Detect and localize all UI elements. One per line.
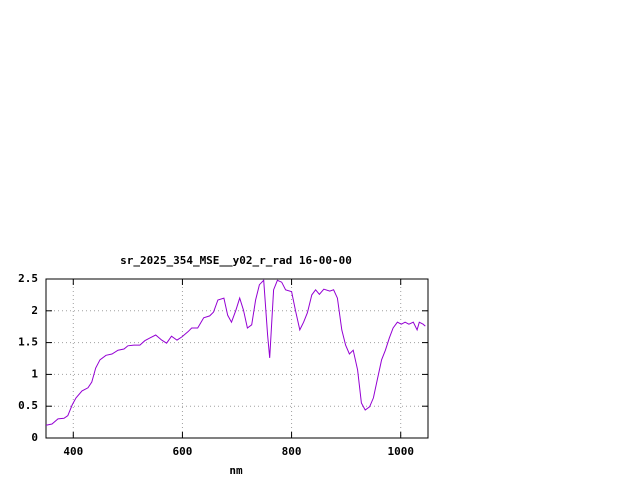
y-tick-label: 0.5	[18, 399, 38, 412]
data-line	[45, 279, 426, 426]
y-tick-label: 2	[31, 304, 38, 317]
x-tick-label: 1000	[387, 445, 414, 458]
x-tick-label: 600	[172, 445, 192, 458]
x-tick-label: 800	[282, 445, 302, 458]
x-tick-label: 400	[63, 445, 83, 458]
y-tick-label: 2.5	[18, 272, 38, 285]
y-tick-label: 1	[31, 367, 38, 380]
y-tick-label: 0	[31, 431, 38, 444]
plot-frame	[45, 278, 429, 439]
y-tick-label: 1.5	[18, 336, 38, 349]
chart-title: sr_2025_354_MSE__y02_r_rad 16-00-00	[120, 254, 352, 267]
x-axis-label: nm	[229, 464, 243, 477]
